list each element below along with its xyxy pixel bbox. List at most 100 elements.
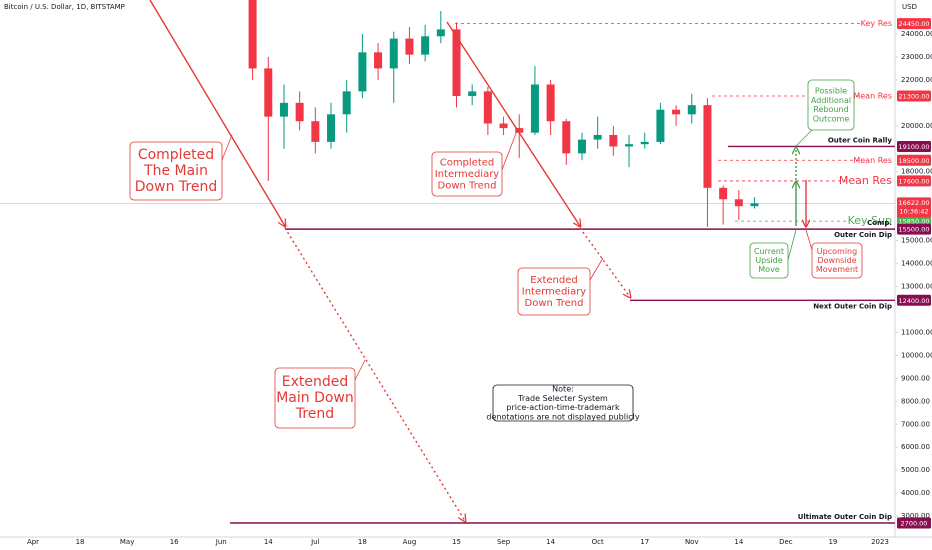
x-tick-label: Nov	[685, 538, 699, 546]
annotation-text: Outcome	[813, 114, 850, 123]
candle-body	[436, 29, 445, 37]
y-tick-label: 5000.00	[901, 466, 930, 474]
y-tick-label: 11000.00	[901, 328, 932, 336]
candle-body	[452, 29, 461, 96]
candle-body	[750, 203, 759, 207]
candle-body	[327, 114, 336, 142]
x-tick-label: 2023	[871, 538, 889, 546]
level-label: Outer Coin Rally	[828, 136, 893, 144]
price-tag	[897, 140, 931, 152]
y-tick-label: 8000.00	[901, 397, 930, 405]
annotation-text: Move	[758, 265, 780, 274]
annotation-box	[274, 367, 356, 429]
x-tick-label: 14	[546, 538, 555, 546]
x-tick-label: May	[120, 538, 134, 546]
price-tag	[897, 294, 931, 306]
price-tag	[897, 90, 931, 102]
price-tag-label: 18500.00	[898, 157, 929, 165]
currency: USD	[902, 3, 917, 11]
level-label: Next Outer Coin Dip	[813, 302, 892, 310]
price-tag	[897, 154, 931, 166]
annotation-box	[749, 242, 789, 279]
candle-body	[405, 38, 414, 55]
level-label: Mean Res	[839, 174, 892, 187]
y-tick-label: 15000.00	[901, 237, 932, 245]
chart-title: Bitcoin / U.S. Dollar, 1D, BITSTAMP	[4, 3, 125, 11]
x-tick-label: Oct	[592, 538, 604, 546]
candle-body	[515, 128, 524, 133]
level-label: Ultimate Outer Coin Dip	[798, 513, 892, 521]
annotation-box	[492, 384, 634, 422]
candle-body	[577, 139, 586, 154]
candle-body	[656, 109, 665, 142]
y-tick-label: 4000.00	[901, 489, 930, 497]
level-note: Comp.	[867, 219, 892, 227]
x-tick-label: 15	[452, 538, 461, 546]
y-tick-label: 22000.00	[901, 76, 932, 84]
annotation-box	[129, 141, 223, 201]
countdown: 10:36:42	[899, 207, 928, 215]
annotation-text: Movement	[816, 265, 858, 274]
level-label: Outer Coin Dip	[834, 231, 892, 239]
candles	[248, 0, 759, 227]
intermediary-trend-extension	[579, 227, 630, 297]
leader-line	[589, 257, 604, 281]
annotation-text: Trade Selecter System	[517, 394, 608, 403]
candle-body	[248, 0, 257, 69]
leader-line	[787, 229, 797, 261]
price-tag-label: 2700.00	[901, 519, 928, 527]
level-label: Mean Res	[853, 91, 892, 100]
y-tick-label: 24000.00	[901, 30, 932, 38]
annotation-text: Upcoming	[817, 247, 857, 256]
price-tag-label: 15500.00	[898, 226, 929, 234]
price-tag	[897, 517, 931, 529]
x-tick-label: Jun	[215, 538, 227, 546]
price-tag	[897, 18, 931, 30]
x-tick-label: Apr	[27, 538, 39, 546]
y-tick-label: 10000.00	[901, 351, 932, 359]
x-tick-label: 17	[640, 538, 649, 546]
leader-line	[501, 127, 519, 171]
candle-body	[734, 199, 743, 207]
annotation-text: denotations are not displayed publicly	[486, 412, 639, 421]
candle-body	[279, 102, 288, 117]
x-tick-label: Jul	[310, 538, 320, 546]
annotation-text: price-action-time-trademark	[506, 403, 620, 412]
annotation-text: The Main	[143, 163, 208, 179]
last-price-tag	[897, 197, 931, 218]
price-tag	[897, 175, 931, 187]
candle-body	[562, 121, 571, 154]
y-tick-label: 20000.00	[901, 122, 932, 130]
annotation-text: Current	[754, 247, 784, 256]
annotation-text: Extended	[530, 275, 578, 286]
annotation-text: Extended	[282, 374, 349, 390]
intermediary-trend-line	[446, 21, 580, 226]
level-label: Key Res	[861, 19, 892, 28]
annotation-text: Completed	[138, 147, 214, 163]
annotation-text: Intermediary	[522, 287, 587, 298]
price-tag-label: 24450.00	[898, 20, 929, 28]
candle-body	[358, 52, 367, 92]
candle-body	[672, 109, 681, 115]
trend-lines	[149, 0, 813, 521]
y-tick-label: 3000.00	[901, 512, 930, 520]
candle-body	[342, 91, 351, 115]
annotation-text: Down Trend	[135, 179, 217, 195]
price-tag-label: 12400.00	[898, 297, 929, 305]
levels: Key Res 24450.00 Mean Res 21300.00 Outer Coi…	[0, 18, 931, 529]
leader-line	[354, 359, 366, 381]
y-tick-label: 7000.00	[901, 420, 930, 428]
y-tick-label: 14000.00	[901, 260, 932, 268]
annotation-text: Downside	[817, 256, 856, 265]
x-tick-label: 14	[734, 538, 743, 546]
candle-body	[499, 123, 508, 129]
level-label: Key Sup	[848, 214, 892, 227]
candle-body	[530, 84, 539, 133]
x-tick-label: 19	[828, 538, 837, 546]
candle-body	[687, 105, 696, 115]
leader-line	[795, 129, 813, 147]
candle-body	[295, 102, 304, 122]
leader-line	[221, 134, 233, 161]
